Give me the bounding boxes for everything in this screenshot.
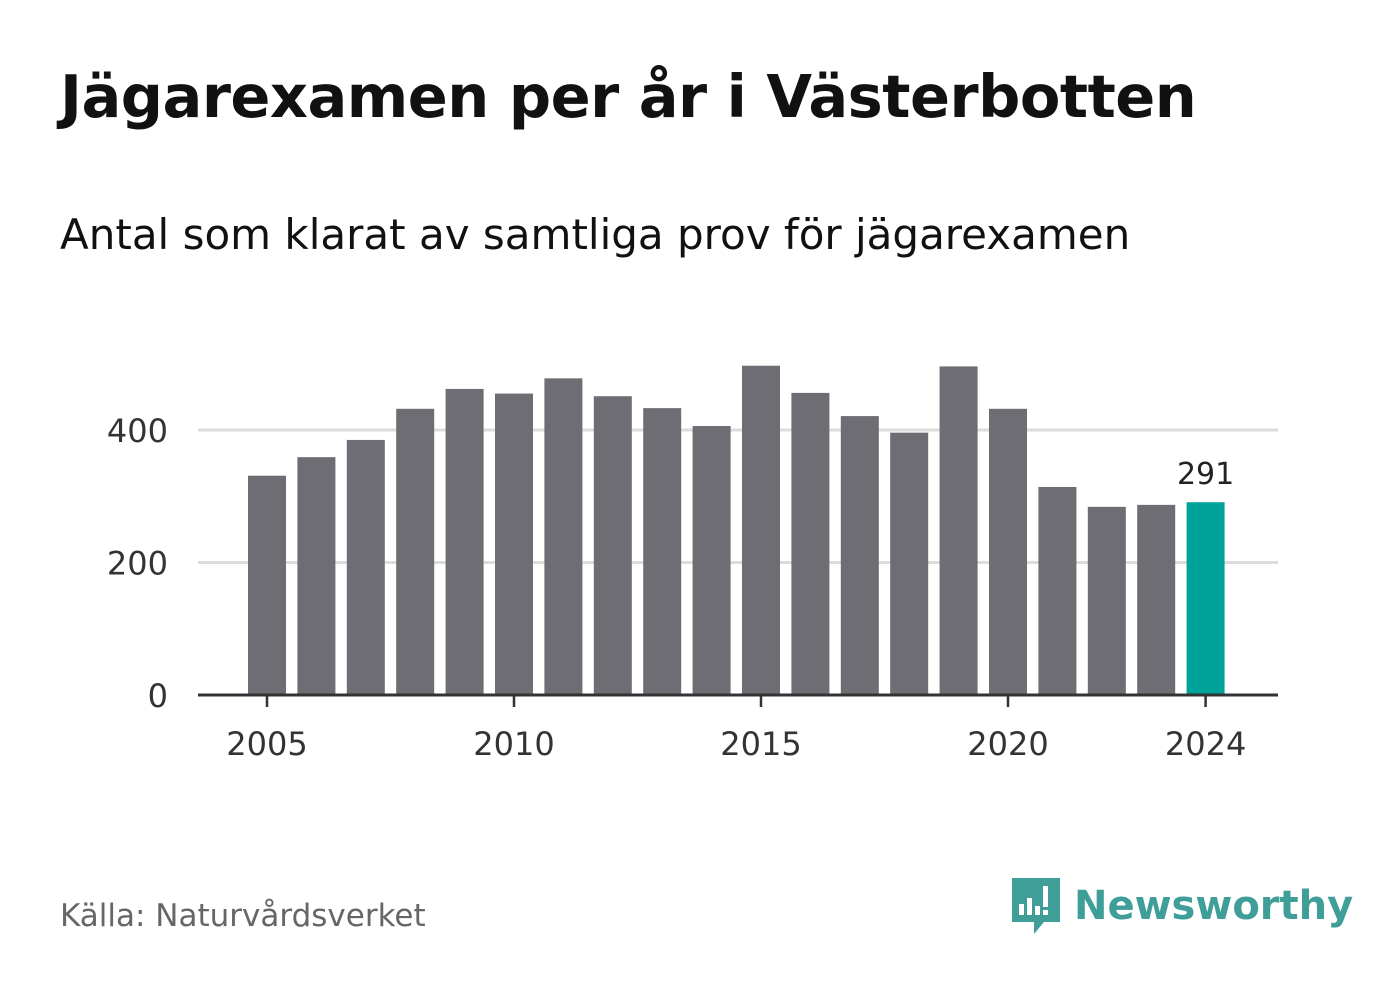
bar (593, 396, 632, 695)
y-tick-label: 400 (107, 412, 168, 450)
bar (248, 475, 286, 695)
bar (396, 408, 435, 695)
bar (890, 432, 929, 695)
brand-logo[interactable]: Newsworthy (1010, 876, 1353, 936)
bar (1186, 502, 1225, 695)
newsworthy-logo-icon (1012, 878, 1060, 934)
chart-title: Jägarexamen per år i Västerbotten (60, 62, 1197, 131)
brand-name: Newsworthy (1074, 883, 1354, 929)
bar (1038, 486, 1077, 695)
bar (1137, 504, 1176, 695)
source-note: Källa: Naturvårdsverket (60, 898, 426, 934)
bar (643, 408, 682, 695)
bar (692, 426, 731, 695)
bar (840, 416, 879, 695)
y-tick-label: 200 (107, 545, 168, 583)
bars (248, 365, 1225, 695)
y-tick-label: 0 (148, 677, 168, 715)
bar-chart: 0 200 400 2005 2010 2015 2020 2024 291 (107, 365, 1278, 763)
x-tick-label: 2005 (226, 725, 307, 763)
bar (791, 392, 830, 695)
x-tick-label: 2024 (1165, 725, 1246, 763)
axes: 0 200 400 2005 2010 2015 2020 2024 (107, 412, 1278, 763)
bar (495, 393, 533, 695)
bar (989, 408, 1027, 695)
bar (742, 365, 780, 695)
data-labels: 291 (1177, 457, 1234, 492)
chart-subtitle: Antal som klarat av samtliga prov för jä… (60, 210, 1131, 259)
bar (1087, 506, 1126, 695)
bar (939, 366, 978, 695)
bar (346, 439, 385, 695)
bar (544, 378, 583, 695)
x-tick-label: 2015 (720, 725, 801, 763)
x-tick-label: 2020 (967, 725, 1048, 763)
bar (445, 388, 484, 695)
data-label: 291 (1177, 457, 1234, 492)
bar (297, 457, 336, 695)
x-tick-label: 2010 (473, 725, 554, 763)
